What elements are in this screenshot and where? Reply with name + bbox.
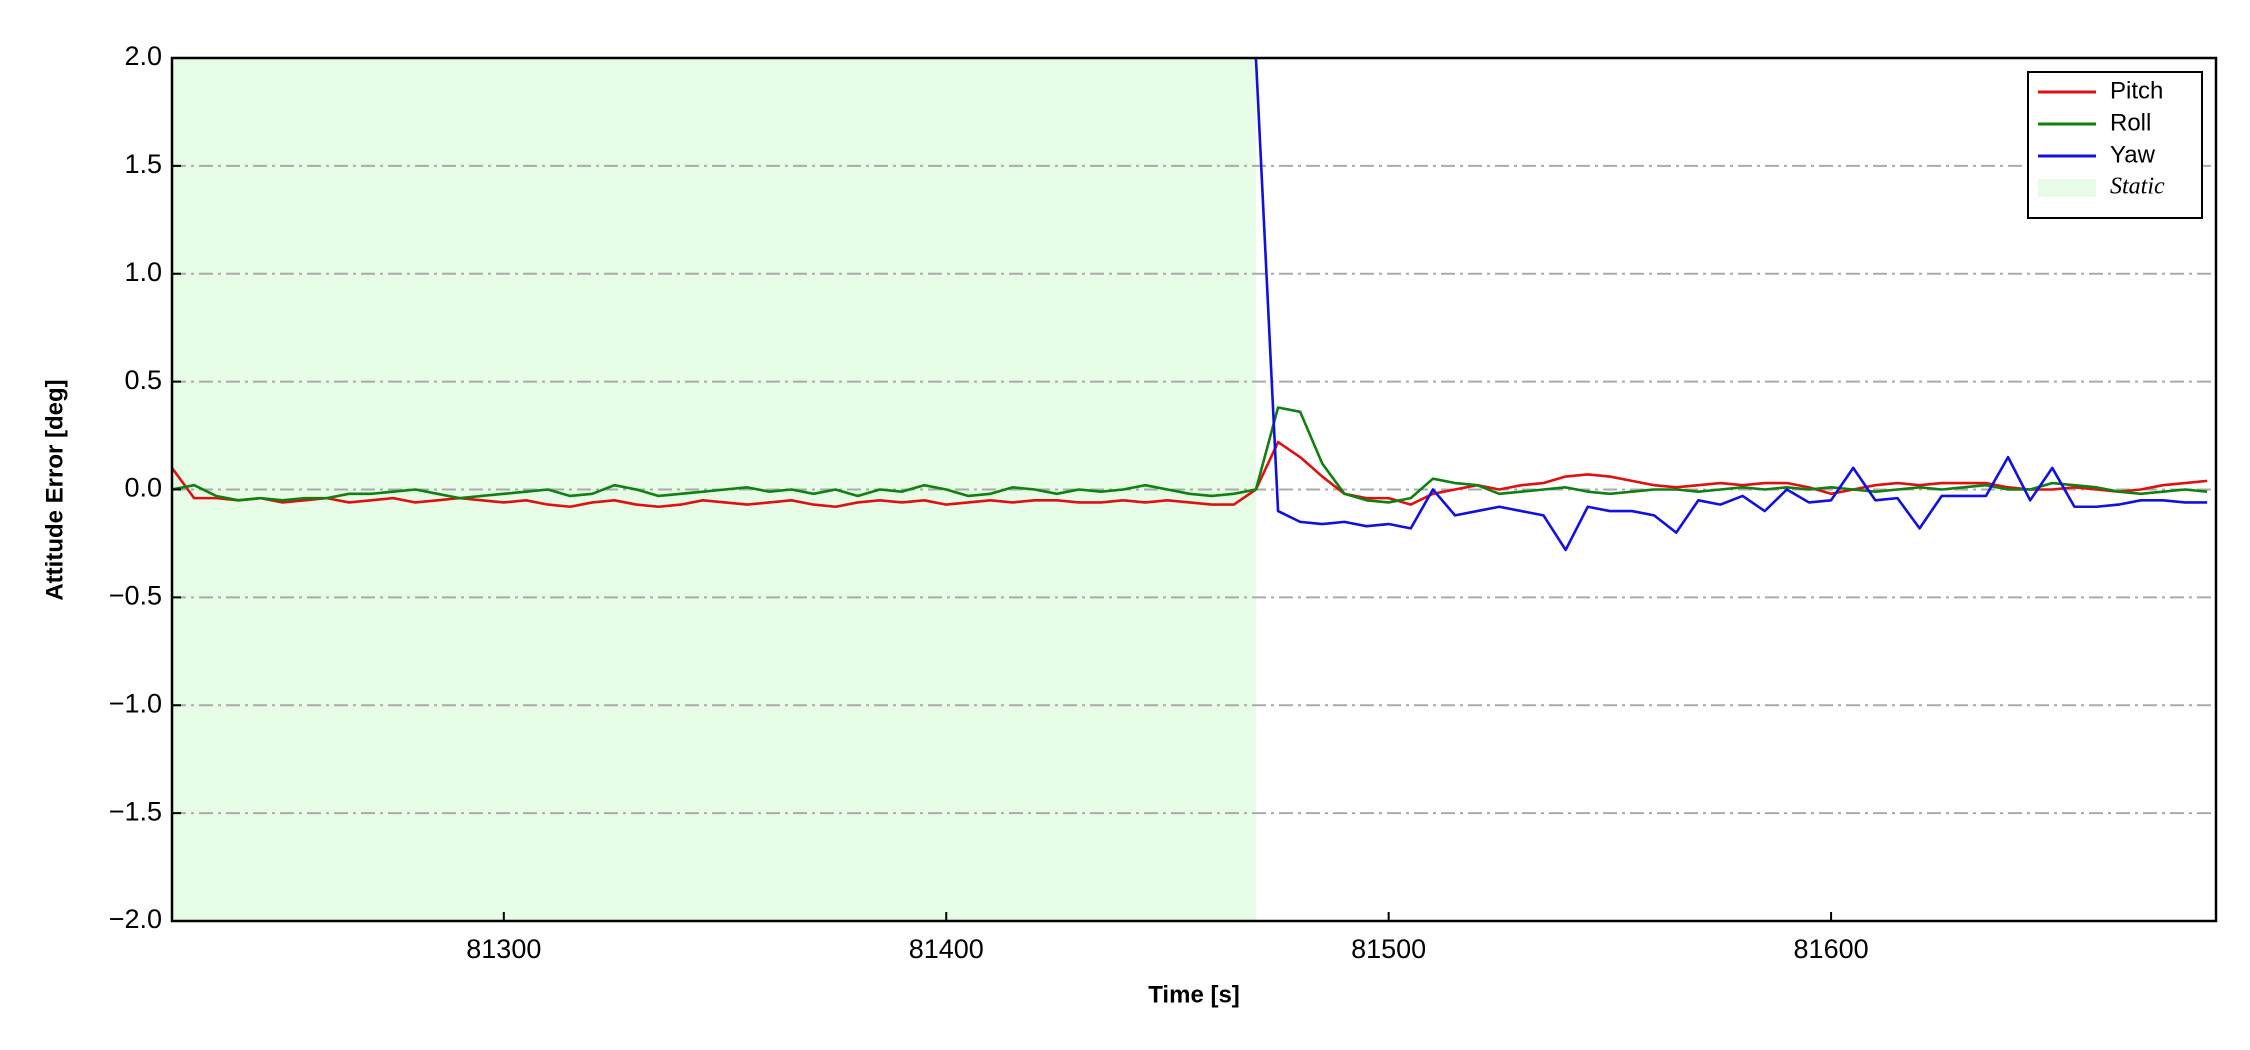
grid-layer: [172, 164, 2216, 815]
y-tick-label: −0.5: [109, 581, 162, 611]
y-tick-label: −1.0: [109, 688, 162, 718]
y-tick-label: −2.0: [109, 904, 162, 934]
legend-label: Static: [2110, 174, 2165, 200]
y-tick-label: 2.0: [124, 41, 162, 71]
series-line: [1254, 58, 2208, 552]
series-line: [172, 440, 2208, 509]
legend-label: Roll: [2110, 109, 2151, 136]
y-tick-label: 0.0: [124, 473, 162, 503]
y-axis-label: Attitude Error [deg]: [41, 379, 68, 600]
legend-label: Yaw: [2110, 141, 2156, 168]
x-tick-label: 81300: [466, 934, 541, 964]
x-axis-label: Time [s]: [1148, 981, 1240, 1008]
x-tick-label: 81600: [1794, 934, 1869, 964]
y-tick-label: 1.0: [124, 257, 162, 287]
y-tick-label: −1.5: [109, 796, 162, 826]
legend-label: Pitch: [2110, 77, 2163, 104]
x-tick-label: 81400: [909, 934, 984, 964]
legend: Pitch Roll Yaw Static: [2027, 71, 2203, 219]
x-tick-label: 81500: [1351, 934, 1426, 964]
tick-layer: −2.0 −1.5 −1.0 −0.5 0.0 0.5 1.0 1.5 2.0 81300 8140…: [109, 41, 1869, 964]
y-tick-label: 1.5: [124, 149, 162, 179]
series-layer: [172, 58, 2208, 552]
legend-swatch: [2038, 179, 2096, 197]
y-tick-label: 0.5: [124, 365, 162, 395]
